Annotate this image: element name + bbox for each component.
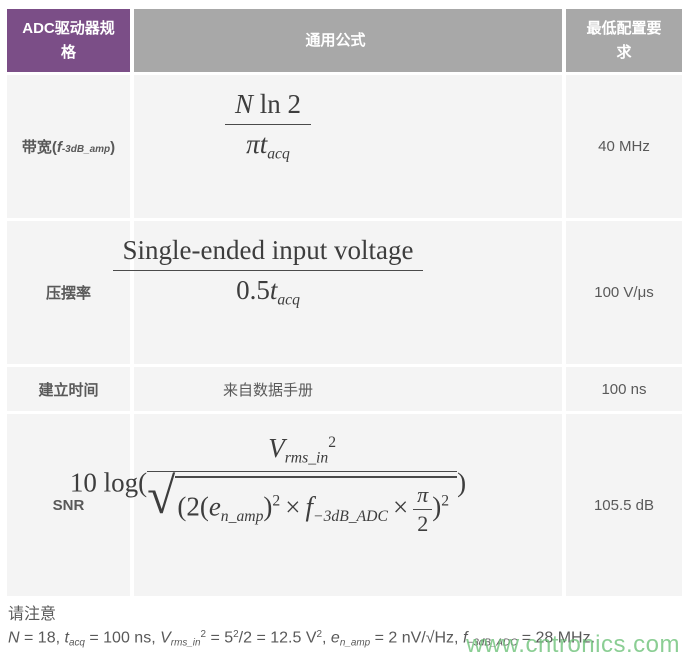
bandwidth-value: 40 MHz [566, 75, 682, 218]
adc-driver-spec-table: ADC驱动器规格 通用公式 最低配置要求 带宽(f-3dB_amp) N ln … [7, 9, 682, 596]
settling-time-source: 来自数据手册 [222, 381, 313, 399]
slew-rate-formula-cell: Single-ended input voltage 0.5tacq [112, 221, 562, 364]
snr-formula-cell: 10 log( Vrms_in2 √ (2(en_amp)2 × f−3dB_ADC… [70, 414, 562, 596]
header-cell-formula: 通用公式 [134, 9, 562, 72]
bandwidth-formula-cell: N ln 2 πtacq [134, 75, 562, 218]
header-formula-label: 通用公式 [305, 31, 366, 49]
settling-time-value: 100 ns [566, 367, 682, 411]
snr-formula: 10 log( Vrms_in2 √ (2(en_amp)2 × f−3dB_ADC… [69, 432, 467, 537]
header-spec-label: ADC驱动器规格 [22, 20, 115, 61]
snr-value: 105.5 dB [566, 414, 682, 596]
slew-rate-formula: Single-ended input voltage 0.5tacq [112, 235, 424, 309]
settling-time-label-cell: 建立时间 [7, 367, 130, 411]
note-section: 请注意 N = 18, tacq = 100 ns, Vrms_in2 = 52… [8, 600, 678, 648]
slew-rate-label: 压摆率 [45, 285, 91, 302]
settling-time-formula-cell: 来自数据手册 [134, 367, 562, 411]
bandwidth-label: 带宽(f-3dB_amp) [21, 139, 116, 156]
watermark: www.cntronics.com [466, 631, 680, 658]
bandwidth-formula: N ln 2 πtacq [224, 89, 312, 163]
slew-rate-value: 100 V/μs [566, 221, 682, 364]
radical-sign: √ [147, 468, 176, 526]
snr-label: SNR [52, 496, 85, 514]
settling-time-label: 建立时间 [38, 381, 99, 399]
header-cell-spec: ADC驱动器规格 [7, 9, 130, 72]
header-cell-requirement: 最低配置要求 [566, 9, 682, 72]
radical: √ (2(en_amp)2 × f−3dB_ADC × π 2)2 [147, 468, 458, 537]
slew-rate-label-cell: 压摆率 [7, 221, 130, 364]
note-equation: N = 18, tacq = 100 ns, Vrms_in2 = 52/2 =… [8, 629, 596, 649]
bandwidth-label-cell: 带宽(f-3dB_amp) [7, 75, 130, 218]
snr-label-cell: SNR [7, 414, 130, 596]
header-requirement-label: 最低配置要求 [586, 20, 662, 61]
note-title: 请注意 [8, 606, 57, 623]
